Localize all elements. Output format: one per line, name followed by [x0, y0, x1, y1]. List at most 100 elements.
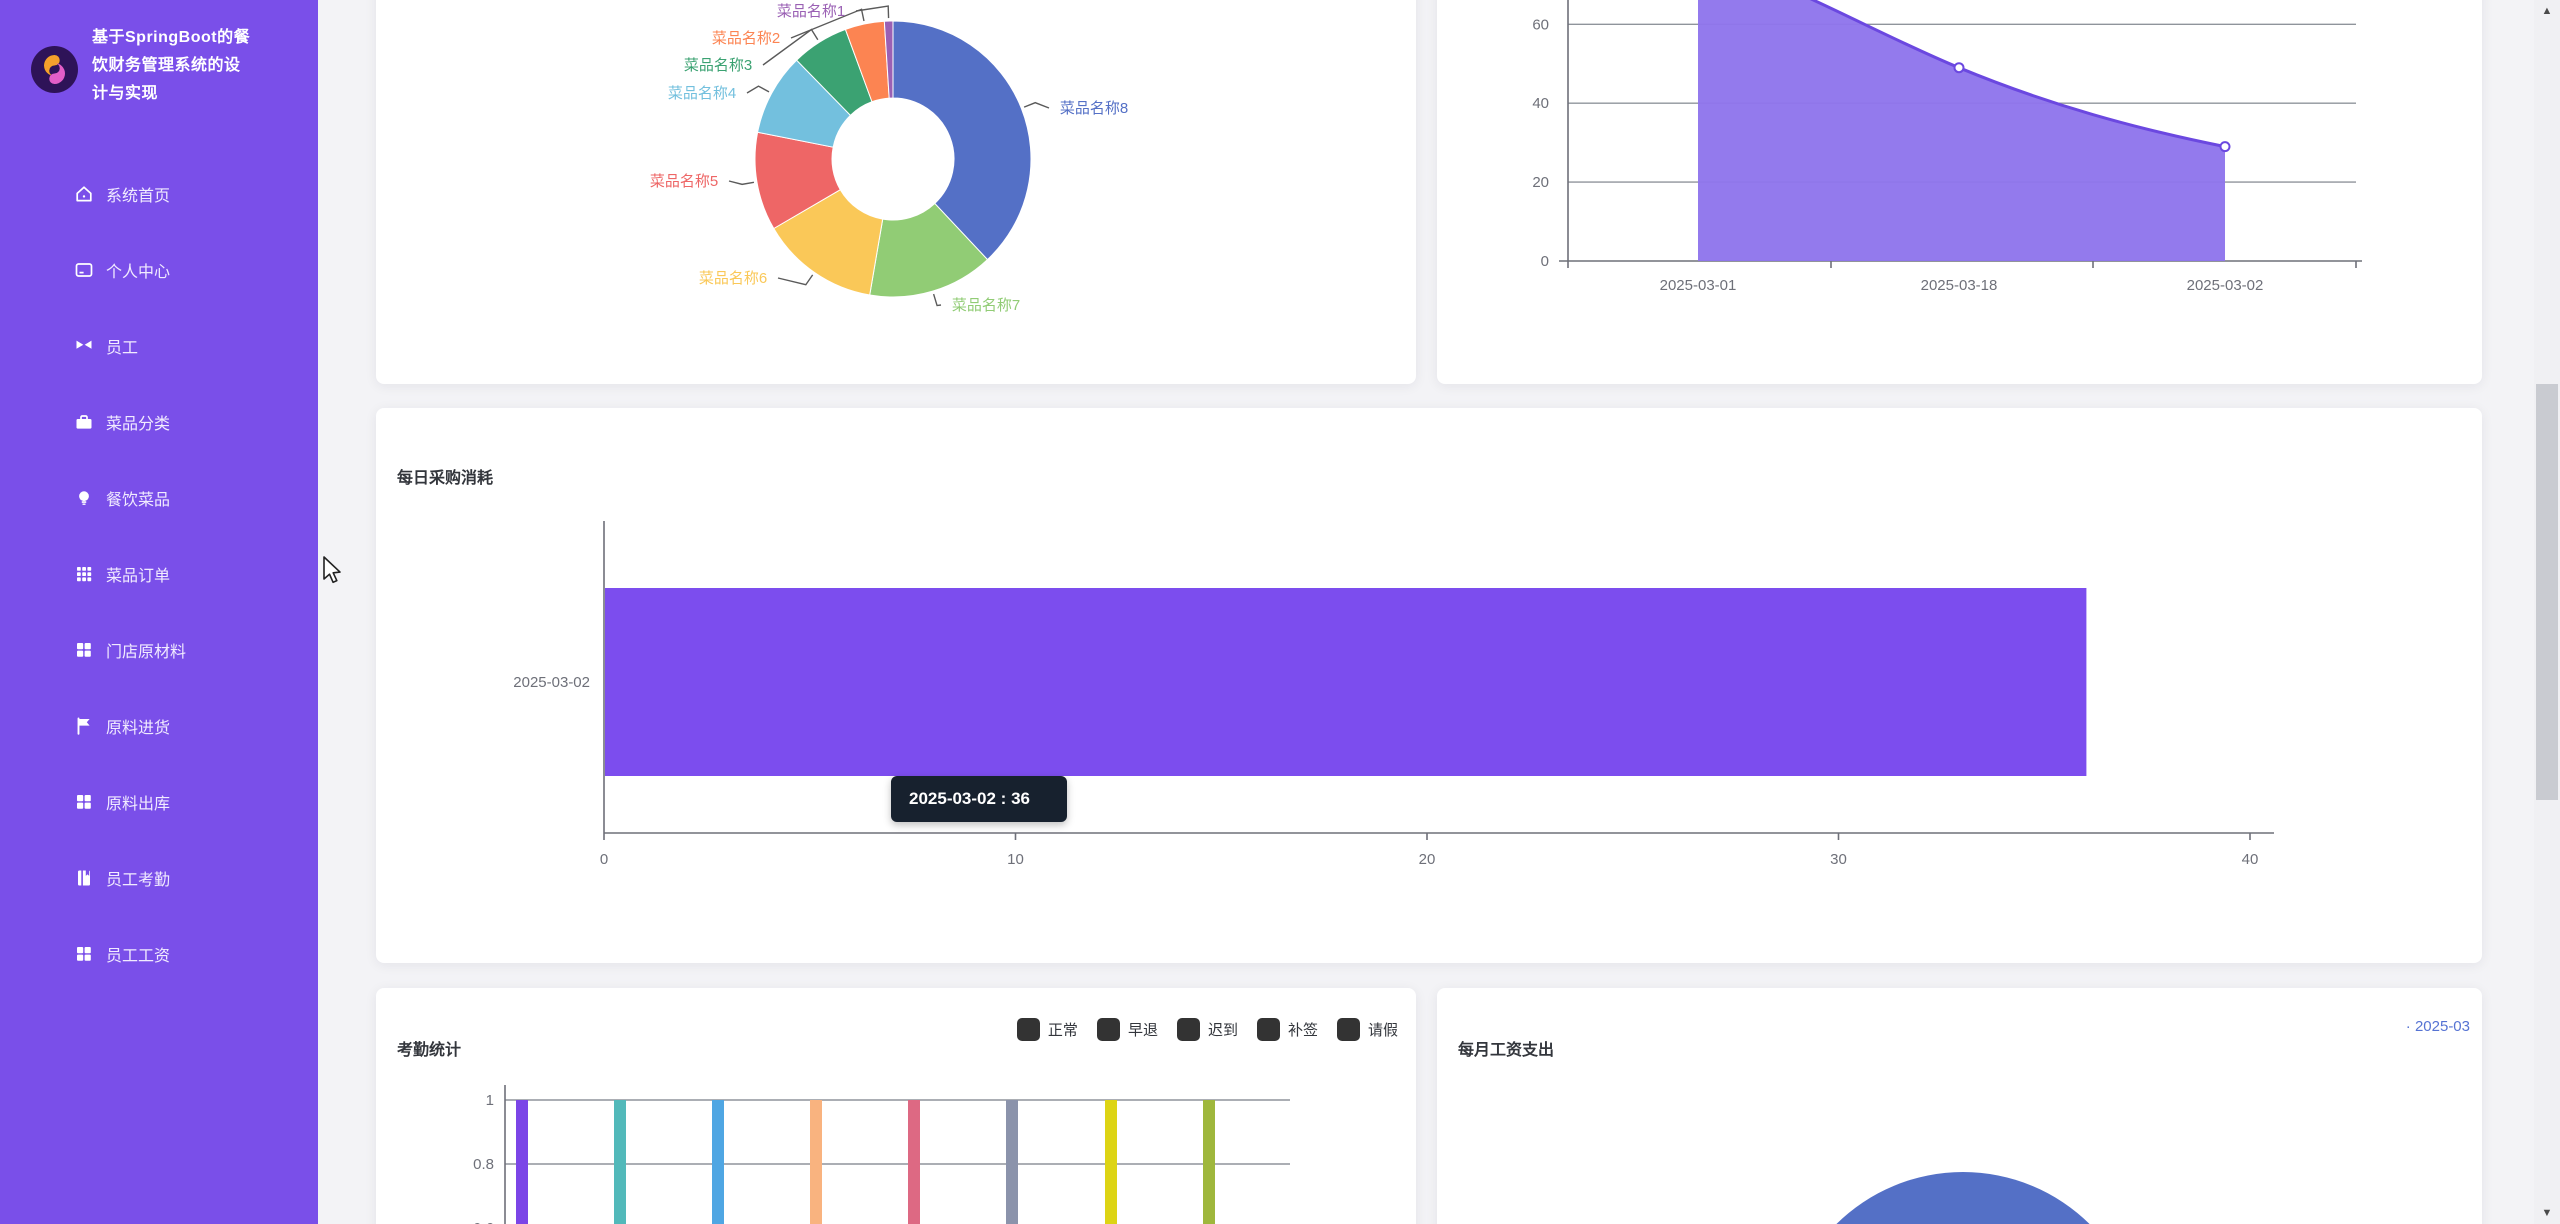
sidebar-item-label: 个人中心	[106, 264, 171, 281]
sidebar-item-material-purchase[interactable]: 原料进货	[0, 695, 318, 757]
sidebar-item-store-material[interactable]: 门店原材料	[0, 619, 318, 681]
svg-text:20: 20	[1419, 851, 1436, 868]
sidebar-item-label: 员工	[106, 340, 139, 357]
app-title-line: 基于SpringBoot的餐	[92, 29, 251, 46]
sidebar-nav: 系统首页个人中心员工菜品分类餐饮菜品菜品订单门店原材料原料进货原料出库员工考勤员…	[0, 163, 318, 999]
svg-text:40: 40	[1532, 95, 1549, 112]
chart-tooltip: 2025-03-02 : 36	[891, 776, 1067, 822]
svg-text:0: 0	[600, 851, 608, 868]
legend-item-迟到[interactable]: 迟到	[1176, 1018, 1238, 1041]
salary-period-link[interactable]: · 2025-03	[2405, 1018, 2470, 1035]
legend-label: 早退	[1127, 1022, 1158, 1039]
card-dish-sales: 菜品名称8 菜品名称7 菜品名称6 菜品名称5 菜品名称4 菜品名称3 菜品名称2 菜品名称1	[376, 0, 1416, 384]
svg-text:20: 20	[1532, 174, 1549, 191]
legend-item-早退[interactable]: 早退	[1096, 1018, 1158, 1041]
scrollbar-thumb[interactable]	[2536, 384, 2558, 800]
card-purchase-trend: 0 20 40 60 2025-03-01 2025-03-18 2025-03-02	[1437, 0, 2482, 384]
sidebar-item-label: 原料进货	[106, 720, 171, 737]
sidebar-item-salary[interactable]: 员工工资	[0, 923, 318, 985]
svg-text:菜品名称3: 菜品名称3	[684, 57, 752, 74]
svg-text:菜品名称2: 菜品名称2	[712, 30, 780, 47]
postcard-icon	[75, 263, 93, 277]
notebook-icon	[78, 870, 90, 886]
legend-chip-icon	[1336, 1018, 1360, 1041]
card-title-daily-purchase: 每日采购消耗	[397, 470, 494, 487]
sidebar-item-label: 门店原材料	[106, 644, 187, 661]
card-attendance-stats: 考勤统计 正常 早退 迟到 补签 请假 1 0.8 0.6	[376, 988, 1416, 1224]
dish-donut-chart[interactable]: 菜品名称8 菜品名称7 菜品名称6 菜品名称5 菜品名称4 菜品名称3 菜品名称2 菜品名称1	[376, 0, 1416, 384]
card-title-attendance: 考勤统计	[397, 1042, 462, 1059]
sidebar-item-label: 餐饮菜品	[106, 492, 171, 509]
app-title: 基于SpringBoot的餐 饮财务管理系统的设 计与实现	[92, 24, 302, 108]
svg-text:30: 30	[1830, 851, 1847, 868]
attendance-bar-chart[interactable]: 1 0.8 0.6	[376, 1048, 1416, 1224]
chart-tooltip-text: 2025-03-02 : 36	[909, 789, 1030, 808]
legend-item-请假[interactable]: 请假	[1336, 1018, 1398, 1041]
svg-text:0.6: 0.6	[473, 1220, 494, 1224]
sidebar-item-employee[interactable]: 员工	[0, 315, 318, 377]
brand: 基于SpringBoot的餐 饮财务管理系统的设 计与实现	[0, 0, 318, 130]
svg-text:菜品名称1: 菜品名称1	[777, 3, 845, 20]
purchase-trend-area-chart[interactable]: 0 20 40 60 2025-03-01 2025-03-18 2025-03-02	[1437, 0, 2482, 384]
salary-pie-chart[interactable]	[1437, 988, 2482, 1224]
svg-text:菜品名称6: 菜品名称6	[699, 270, 767, 287]
svg-text:菜品名称5: 菜品名称5	[650, 173, 718, 190]
daily-purchase-bar-chart[interactable]: 0 10 20 30 40 2025-03-02	[376, 408, 2482, 963]
sidebar-item-dish-order[interactable]: 菜品订单	[0, 543, 318, 605]
legend-label: 补签	[1287, 1022, 1318, 1039]
card-daily-purchase: 每日采购消耗 0 10 20 30 40 2025-03-02 2025-03-02 : …	[376, 408, 2482, 963]
svg-text:2025-03-02: 2025-03-02	[513, 674, 590, 691]
sidebar-item-label: 原料出库	[106, 796, 171, 813]
attendance-legend: 正常 早退 迟到 补签 请假	[1016, 1018, 1398, 1041]
grid-icon	[77, 947, 91, 961]
sidebar-item-material-outbound[interactable]: 原料出库	[0, 771, 318, 833]
svg-text:2025-03-18: 2025-03-18	[1921, 277, 1998, 294]
card-monthly-salary: 每月工资支出 · 2025-03	[1437, 988, 2482, 1224]
legend-item-正常[interactable]: 正常	[1016, 1018, 1078, 1041]
legend-chip-icon	[1256, 1018, 1280, 1041]
sidebar: 基于SpringBoot的餐 饮财务管理系统的设 计与实现 系统首页个人中心员工…	[0, 0, 318, 1224]
legend-label: 正常	[1047, 1022, 1078, 1039]
grid-icon	[77, 643, 91, 657]
svg-text:菜品名称4: 菜品名称4	[668, 85, 736, 102]
svg-text:2025-03-02: 2025-03-02	[2187, 277, 2264, 294]
menu-grid-icon	[77, 567, 92, 582]
legend-item-补签[interactable]: 补签	[1256, 1018, 1318, 1041]
sidebar-item-dish-category[interactable]: 菜品分类	[0, 391, 318, 453]
sidebar-item-label: 菜品订单	[106, 568, 171, 585]
legend-chip-icon	[1096, 1018, 1120, 1041]
ticket-icon	[76, 340, 92, 349]
svg-text:1: 1	[486, 1092, 494, 1109]
svg-text:菜品名称7: 菜品名称7	[952, 297, 1020, 314]
legend-chip-icon	[1016, 1018, 1040, 1041]
mouse-cursor-icon	[323, 556, 341, 584]
sidebar-item-home[interactable]: 系统首页	[0, 163, 318, 225]
app-title-line: 饮财务管理系统的设	[92, 57, 241, 74]
svg-text:0: 0	[1541, 253, 1549, 270]
svg-text:10: 10	[1007, 851, 1024, 868]
home-icon	[76, 186, 92, 202]
scrollbar-up-arrow-icon[interactable]: ▲	[2541, 5, 2553, 17]
sidebar-item-attendance[interactable]: 员工考勤	[0, 847, 318, 909]
bulb-icon	[79, 491, 89, 505]
svg-text:40: 40	[2242, 851, 2259, 868]
sidebar-item-label: 菜品分类	[106, 416, 171, 433]
card-title-monthly-salary: 每月工资支出	[1458, 1042, 1555, 1059]
page-scrollbar: ▲ ▼	[2534, 0, 2560, 1224]
flag-icon	[77, 717, 90, 735]
app-title-line: 计与实现	[92, 85, 159, 102]
svg-text:0.8: 0.8	[473, 1156, 494, 1173]
svg-text:菜品名称8: 菜品名称8	[1060, 100, 1128, 117]
legend-chip-icon	[1176, 1018, 1200, 1041]
legend-label: 请假	[1367, 1022, 1398, 1039]
sidebar-item-profile[interactable]: 个人中心	[0, 239, 318, 301]
sidebar-item-label: 系统首页	[106, 188, 171, 205]
sidebar-item-label: 员工考勤	[106, 872, 171, 889]
app-logo-icon	[31, 46, 78, 93]
sidebar-item-dish[interactable]: 餐饮菜品	[0, 467, 318, 529]
svg-text:2025-03-01: 2025-03-01	[1660, 277, 1737, 294]
suitcase-icon	[76, 415, 92, 429]
scrollbar-down-arrow-icon[interactable]: ▼	[2541, 1207, 2553, 1219]
legend-label: 迟到	[1207, 1022, 1238, 1039]
